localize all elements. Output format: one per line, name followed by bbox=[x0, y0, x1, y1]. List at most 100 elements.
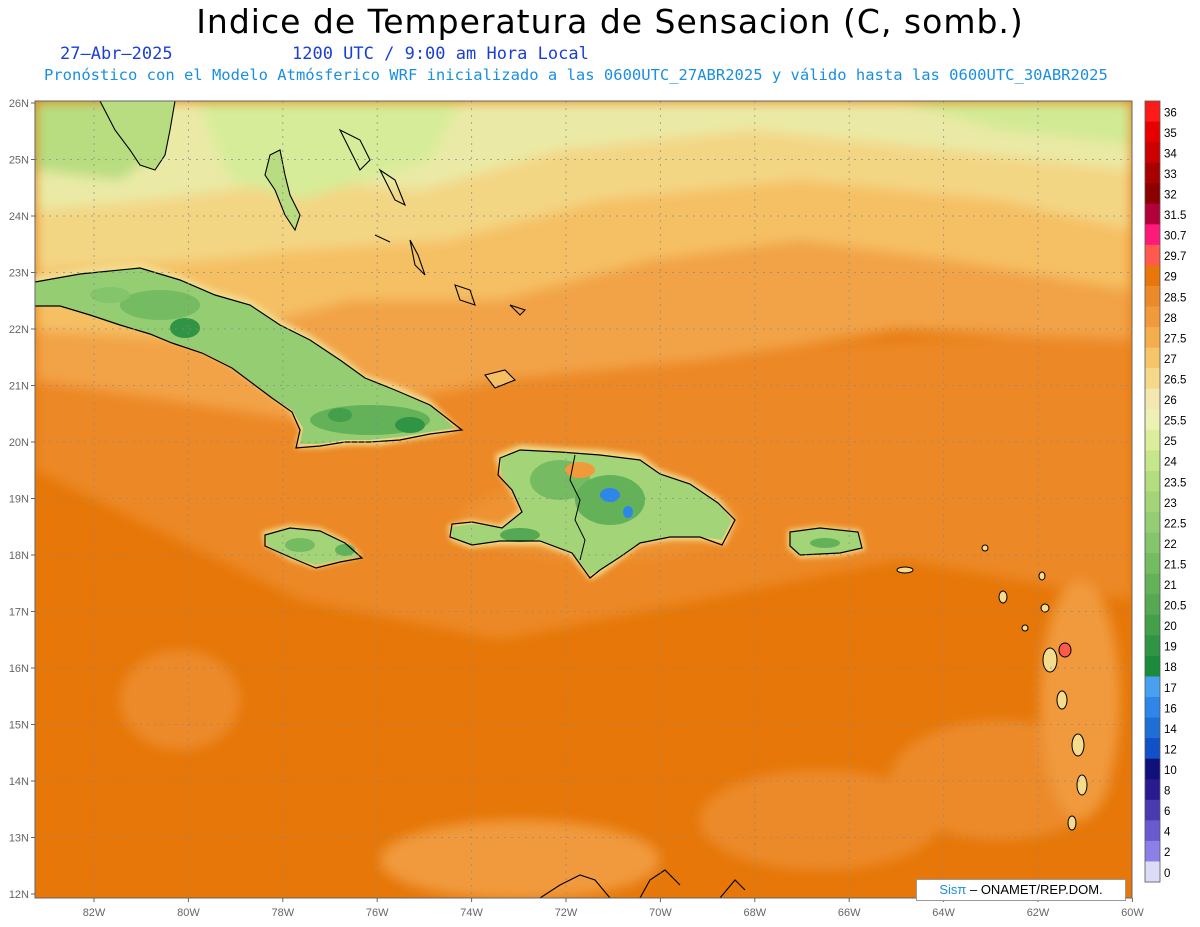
colorbar-swatch bbox=[1145, 799, 1160, 821]
colorbar-label: 30.7 bbox=[1164, 231, 1186, 243]
florida-bahamas bbox=[99, 101, 527, 389]
lat-tick-label: 15N bbox=[9, 720, 29, 732]
colorbar-label: 26.5 bbox=[1164, 374, 1186, 386]
colorbar-swatch bbox=[1145, 532, 1160, 554]
colorbar-swatch bbox=[1145, 121, 1160, 143]
colorbar-swatch bbox=[1145, 265, 1160, 287]
colorbar-swatch bbox=[1145, 409, 1160, 431]
colorbar-label: 22.5 bbox=[1164, 518, 1186, 530]
colorbar-label: 24 bbox=[1164, 457, 1177, 469]
sispi-logo: Sisπ bbox=[939, 882, 967, 897]
colorbar-swatch bbox=[1145, 676, 1160, 698]
colorbar-label: 34 bbox=[1164, 148, 1177, 160]
colorbar-swatch bbox=[1145, 738, 1160, 760]
date-label: 27–Abr–2025 bbox=[60, 44, 173, 64]
credit-box: Sisπ – ONAMET/REP.DOM. bbox=[916, 879, 1126, 901]
colorbar-swatch bbox=[1145, 594, 1160, 616]
colorbar-label: 33 bbox=[1164, 169, 1177, 181]
lat-tick-label: 22N bbox=[9, 324, 29, 336]
map-gridlines bbox=[35, 101, 1132, 898]
colorbar-swatch bbox=[1145, 573, 1160, 595]
colorbar-label: 31.5 bbox=[1164, 210, 1186, 222]
colorbar-swatch bbox=[1145, 655, 1160, 677]
colorbar-label: 17 bbox=[1164, 683, 1177, 695]
cuba bbox=[35, 262, 464, 449]
colorbar-swatch bbox=[1145, 368, 1160, 390]
colorbar-label: 16 bbox=[1164, 703, 1177, 715]
lat-tick-label: 17N bbox=[9, 607, 29, 619]
colorbar-swatch bbox=[1145, 347, 1160, 369]
puerto-rico bbox=[788, 526, 865, 558]
jamaica bbox=[262, 525, 364, 569]
lat-tick-label: 19N bbox=[9, 494, 29, 506]
lat-tick-label: 24N bbox=[9, 211, 29, 223]
lat-tick-label: 18N bbox=[9, 550, 29, 562]
colorbar-label: 23.5 bbox=[1164, 477, 1186, 489]
colorbar-swatch bbox=[1145, 635, 1160, 657]
lon-tick-label: 68W bbox=[743, 907, 766, 919]
colorbar-swatch bbox=[1145, 697, 1160, 719]
colorbar-label: 36 bbox=[1164, 107, 1177, 119]
colorbar-label: 10 bbox=[1164, 765, 1177, 777]
lon-tick-label: 80W bbox=[177, 907, 200, 919]
lesser-antilles bbox=[896, 544, 1088, 831]
lat-tick-label: 23N bbox=[9, 268, 29, 280]
colorbar-swatch bbox=[1145, 388, 1160, 410]
colorbar-label: 25 bbox=[1164, 436, 1177, 448]
colorbar-label: 25.5 bbox=[1164, 416, 1186, 428]
time-label: 1200 UTC / 9:00 am Hora Local bbox=[292, 44, 589, 64]
lat-tick-label: 21N bbox=[9, 381, 29, 393]
colorbar-label: 0 bbox=[1164, 868, 1170, 880]
lat-tick-label: 20N bbox=[9, 437, 29, 449]
colorbar-swatch bbox=[1145, 553, 1160, 575]
colorbar-swatch bbox=[1145, 717, 1160, 739]
colorbar-swatch bbox=[1145, 244, 1160, 266]
lon-tick-label: 66W bbox=[838, 907, 861, 919]
colorbar-label: 18 bbox=[1164, 662, 1177, 674]
colorbar-label: 27.5 bbox=[1164, 333, 1186, 345]
colorbar-swatch bbox=[1145, 327, 1160, 349]
colorbar-label: 12 bbox=[1164, 744, 1177, 756]
lon-tick-label: 76W bbox=[366, 907, 389, 919]
colorbar-swatch bbox=[1145, 224, 1160, 246]
colorbar-label: 28 bbox=[1164, 313, 1177, 325]
forecast-info: Pronóstico con el Modelo Atmósferico WRF… bbox=[44, 66, 1108, 84]
colorbar-swatch bbox=[1145, 450, 1160, 472]
lat-tick-label: 12N bbox=[9, 889, 29, 901]
colorbar-swatch bbox=[1145, 183, 1160, 205]
colorbar-swatch bbox=[1145, 820, 1160, 842]
temperature-field bbox=[35, 101, 1132, 898]
colorbar-label: 28.5 bbox=[1164, 292, 1186, 304]
lat-tick-label: 25N bbox=[9, 155, 29, 167]
colorbar-label: 26 bbox=[1164, 395, 1177, 407]
lon-tick-label: 74W bbox=[460, 907, 483, 919]
colorbar-label: 6 bbox=[1164, 806, 1170, 818]
page-title: Indice de Temperatura de Sensacion (C, s… bbox=[196, 2, 1024, 41]
colorbar-label: 23 bbox=[1164, 498, 1177, 510]
colorbar-legend: 363534333231.530.729.72928.52827.52726.5… bbox=[1144, 100, 1186, 883]
lat-tick-label: 16N bbox=[9, 663, 29, 675]
lat-tick-label: 26N bbox=[9, 98, 29, 110]
lon-tick-label: 72W bbox=[555, 907, 578, 919]
colorbar-swatch bbox=[1145, 306, 1160, 328]
colorbar-label: 8 bbox=[1164, 786, 1170, 798]
colorbar-label: 4 bbox=[1164, 827, 1171, 839]
colorbar-swatch bbox=[1145, 758, 1160, 780]
colorbar-label: 19 bbox=[1164, 642, 1177, 654]
longitude-tick-labels: 82W 80W 78W 76W 74W 72W 70W 68W 66W 64W 62W 60W bbox=[83, 898, 1144, 919]
lat-tick-label: 13N bbox=[9, 833, 29, 845]
colorbar-swatch bbox=[1145, 614, 1160, 636]
colorbar-label: 29 bbox=[1164, 272, 1177, 284]
credit-org: – ONAMET/REP.DOM. bbox=[966, 882, 1103, 897]
colorbar-swatch bbox=[1145, 840, 1160, 862]
colorbar-label: 32 bbox=[1164, 190, 1177, 202]
colorbar-label: 21 bbox=[1164, 580, 1177, 592]
colorbar-swatch bbox=[1145, 203, 1160, 225]
colorbar-label: 20 bbox=[1164, 621, 1177, 633]
colorbar-swatch bbox=[1145, 162, 1160, 184]
colorbar-label: 35 bbox=[1164, 128, 1177, 140]
colorbar-swatch bbox=[1145, 429, 1160, 451]
lon-tick-label: 82W bbox=[83, 907, 106, 919]
colorbar-label: 20.5 bbox=[1164, 601, 1186, 613]
